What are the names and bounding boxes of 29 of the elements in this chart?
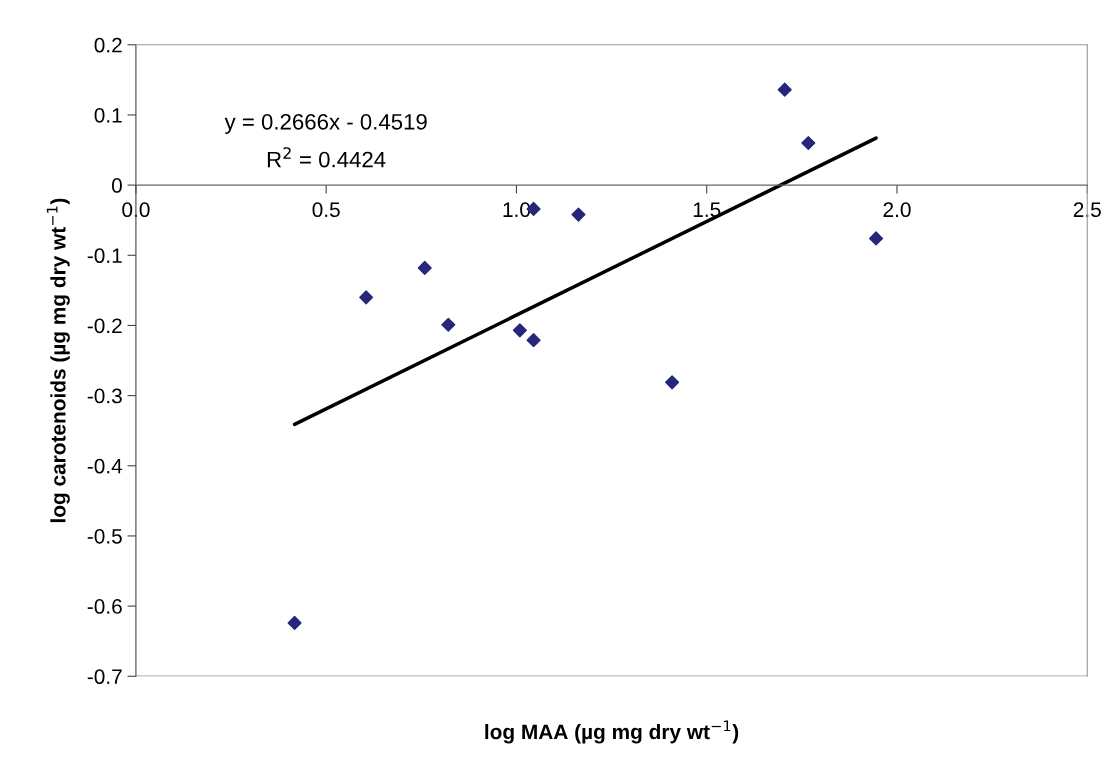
y-tick-label: -0.1 (87, 248, 122, 264)
x-tick-label: 2.5 (1073, 202, 1101, 218)
point (665, 375, 680, 390)
point (417, 260, 432, 275)
y-tick-label: 0.2 (94, 37, 122, 53)
annotation: y = 0.2666x - 0.4519 (224, 113, 427, 135)
y-tick-label: -0.3 (87, 388, 122, 404)
point (869, 231, 884, 246)
y-tick-label: -0.7 (87, 669, 122, 685)
annotation: R$^{2}$ = 0.4424 (267, 147, 386, 168)
y-axis-title: log carotenoids (µg mg dry wt$^{−1}$) (46, 198, 70, 523)
y-tick-label: 0.1 (94, 107, 122, 123)
x-tick-label: 0.5 (312, 202, 340, 218)
y-tick-label: 0 (111, 178, 122, 193)
point (287, 615, 302, 631)
point (801, 135, 816, 151)
y-tick-label: -0.6 (87, 599, 122, 614)
point (441, 317, 456, 332)
point (359, 290, 374, 305)
point (777, 82, 792, 97)
point (571, 207, 586, 222)
y-tick-label: -0.2 (87, 318, 122, 334)
y-tick-label: -0.5 (87, 528, 122, 544)
x-tick-label: 2.0 (883, 202, 911, 218)
point (512, 323, 527, 338)
x-axis-title: log MAA (µg mg dry wt$^{−1}$) (485, 720, 739, 744)
point (526, 333, 541, 348)
x-tick-label: 0.0 (122, 202, 150, 218)
y-tick-label: -0.4 (87, 458, 123, 474)
